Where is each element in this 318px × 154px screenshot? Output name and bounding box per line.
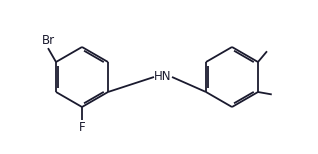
Text: HN: HN [154,71,172,83]
Text: Br: Br [41,34,55,47]
Text: F: F [79,121,85,134]
